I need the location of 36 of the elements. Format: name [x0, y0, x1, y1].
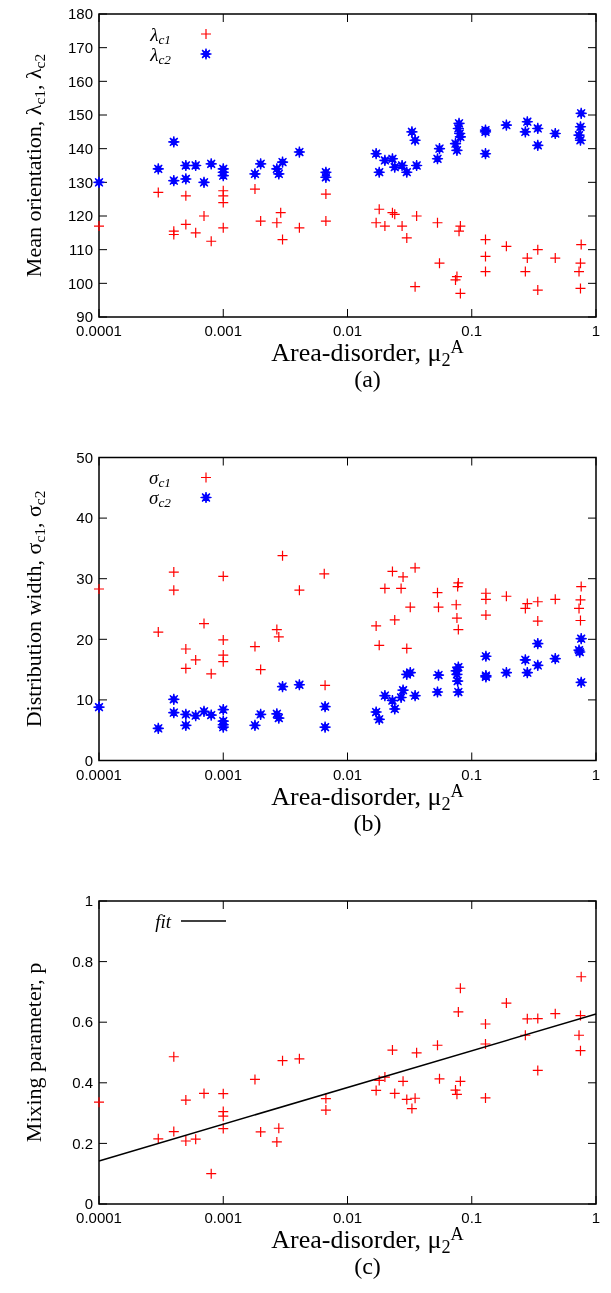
- y-tick-label: 180: [67, 5, 93, 23]
- y-tick-label: 30: [76, 569, 93, 587]
- x-tick-label: 0.001: [204, 322, 243, 339]
- y-tick-label: 100: [67, 274, 93, 292]
- y-axis-title: Mixing parameter, p: [21, 962, 46, 1143]
- x-tick-label: 0.1: [461, 765, 483, 783]
- text: (a): [354, 366, 381, 392]
- y-tick-label: 40: [76, 509, 93, 527]
- y-tick-label: 0.2: [72, 1134, 93, 1152]
- y-tick-label: 140: [67, 139, 93, 157]
- y-tick-label: 0.4: [72, 1074, 93, 1092]
- x-tick-label: 0.01: [332, 1209, 363, 1226]
- y-tick-label: 170: [67, 38, 93, 56]
- y-tick-label: 50: [76, 448, 93, 466]
- x-tick-label: 1: [591, 322, 601, 339]
- y-tick-label: 110: [69, 240, 93, 258]
- text: (b): [353, 809, 382, 836]
- legend-label: fit: [155, 910, 172, 932]
- y-tick-label: 10: [76, 691, 93, 709]
- x-tick-label: 0.001: [204, 1209, 243, 1226]
- y-tick-label: 130: [67, 173, 93, 191]
- y-tick-label: 0.6: [72, 1013, 93, 1031]
- y-tick-label: 120: [67, 207, 93, 225]
- y-tick-label: 150: [67, 106, 93, 124]
- y-tick-label: 20: [76, 630, 93, 648]
- y-tick-label: 1: [84, 892, 93, 910]
- x-tick-label: 1: [591, 1209, 601, 1226]
- x-tick-label: 1: [591, 765, 601, 783]
- y-tick-label: 0.8: [72, 952, 93, 970]
- x-tick-label: 0.001: [204, 765, 243, 783]
- text: (c): [354, 1253, 381, 1279]
- x-tick-label: 0.1: [461, 1209, 483, 1226]
- x-tick-label: 0.01: [332, 765, 363, 783]
- y-tick-label: 160: [67, 72, 93, 90]
- x-tick-label: 0.01: [332, 322, 363, 339]
- x-tick-label: 0.1: [461, 322, 483, 339]
